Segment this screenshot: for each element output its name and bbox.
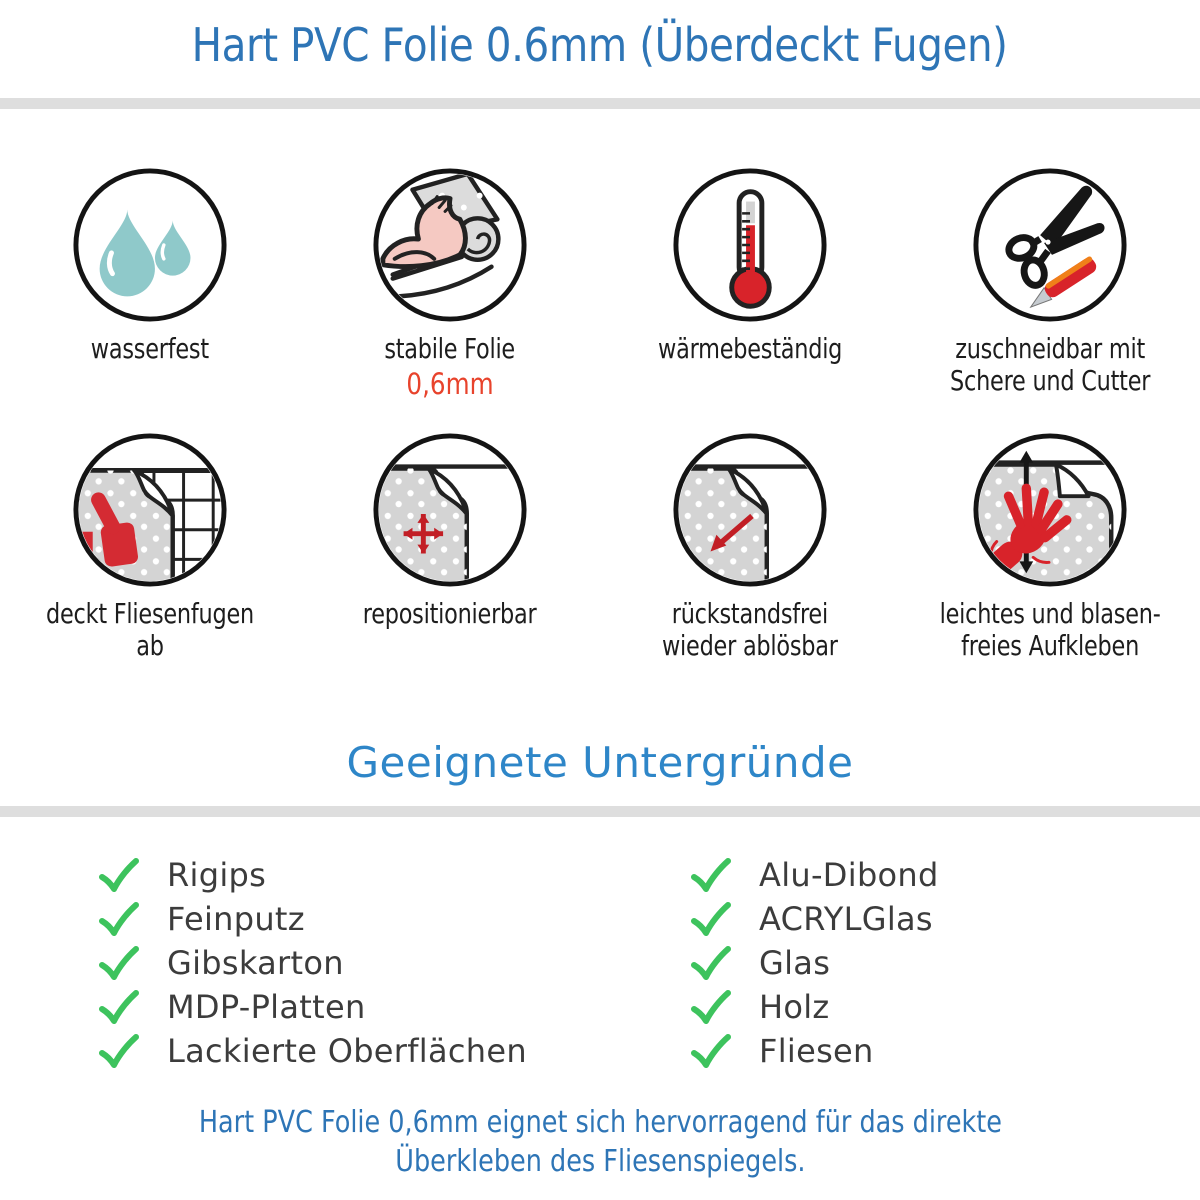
feature-grid: wasserfest stabile (0, 166, 1200, 696)
feature-bubble-free: leichtes und blasen- freies Aufkleben (900, 431, 1200, 696)
substrate-name: MDP-Platten (167, 988, 366, 1026)
checkmark-icon (691, 902, 731, 936)
divider-bar-top (0, 98, 1200, 109)
feature-label: wärmebeständig (657, 332, 843, 365)
footer-note: Hart PVC Folie 0,6mm eignet sich hervorr… (198, 1105, 1002, 1179)
scissors-cutter-icon (973, 168, 1127, 322)
substrates-list-right: Alu-Dibond ACRYLGlas Glas (690, 853, 1200, 1073)
page-title: Hart PVC Folie 0.6mm (Überdeckt Fugen) (192, 18, 1008, 72)
substrates-heading: Geeignete Untergründe (346, 738, 854, 787)
thumbs-up-tiles-icon (73, 433, 227, 587)
feature-covers-tile-joints: deckt Fliesenfugen ab (0, 431, 300, 696)
move-arrows-film-icon (373, 433, 527, 587)
feature-repositionable: repositionierbar (300, 431, 600, 696)
thermometer-icon (673, 168, 827, 322)
list-item: Fliesen (690, 1029, 1200, 1073)
list-item: Feinputz (98, 897, 690, 941)
feature-heat-resistant: wärmebeständig (600, 166, 900, 431)
list-item: ACRYLGlas (690, 897, 1200, 941)
feature-removable: rückstandsfrei wieder ablösbar (600, 431, 900, 696)
header: Hart PVC Folie 0.6mm (Überdeckt Fugen) (0, 0, 1200, 98)
substrate-name: Gibskarton (167, 944, 344, 982)
feature-thickness-value: 0,6mm (406, 367, 494, 402)
checkmark-icon (99, 990, 139, 1024)
divider-bar-middle (0, 806, 1200, 817)
feature-label: deckt Fliesenfugen ab (46, 597, 254, 663)
substrates-list-left: Rigips Feinputz Gibskarton (98, 853, 690, 1073)
checkmark-icon (691, 990, 731, 1024)
feature-label: zuschneidbar mit Schere und Cutter (949, 332, 1151, 398)
substrate-name: Rigips (167, 856, 267, 894)
substrate-name: Fliesen (759, 1032, 874, 1070)
hand-smoothing-icon (973, 433, 1127, 587)
feature-stable-film: stabile Folie 0,6mm (300, 166, 600, 431)
muscle-arm-film-icon (373, 168, 527, 322)
feature-label: rückstandsfrei wieder ablösbar (662, 597, 838, 663)
footer: Hart PVC Folie 0,6mm eignet sich hervorr… (0, 1103, 1200, 1181)
checkmark-icon (691, 858, 731, 892)
feature-label: leichtes und blasen- freies Aufkleben (939, 597, 1161, 663)
list-item: Lackierte Oberflächen (98, 1029, 690, 1073)
substrate-name: Alu-Dibond (759, 856, 939, 894)
substrate-name: Glas (759, 944, 831, 982)
feature-label: wasserfest (90, 332, 210, 365)
substrates-header: Geeignete Untergründe (0, 738, 1200, 794)
water-drops-icon (73, 168, 227, 322)
checkmark-icon (99, 902, 139, 936)
checkmark-icon (691, 946, 731, 980)
list-item: Holz (690, 985, 1200, 1029)
substrates-lists: Rigips Feinputz Gibskarton (98, 853, 1200, 1073)
list-item: Alu-Dibond (690, 853, 1200, 897)
peel-arrow-film-icon (673, 433, 827, 587)
checkmark-icon (99, 1034, 139, 1068)
checkmark-icon (99, 858, 139, 892)
substrate-name: Lackierte Oberflächen (167, 1032, 527, 1070)
feature-cuttable: zuschneidbar mit Schere und Cutter (900, 166, 1200, 431)
feature-label: stabile Folie (384, 332, 516, 365)
feature-waterproof: wasserfest (0, 166, 300, 431)
substrate-name: Feinputz (167, 900, 305, 938)
list-item: Rigips (98, 853, 690, 897)
list-item: Gibskarton (98, 941, 690, 985)
list-item: Glas (690, 941, 1200, 985)
list-item: MDP-Platten (98, 985, 690, 1029)
substrate-name: ACRYLGlas (759, 900, 933, 938)
checkmark-icon (691, 1034, 731, 1068)
substrate-name: Holz (759, 988, 830, 1026)
feature-label: repositionierbar (363, 597, 537, 630)
checkmark-icon (99, 946, 139, 980)
